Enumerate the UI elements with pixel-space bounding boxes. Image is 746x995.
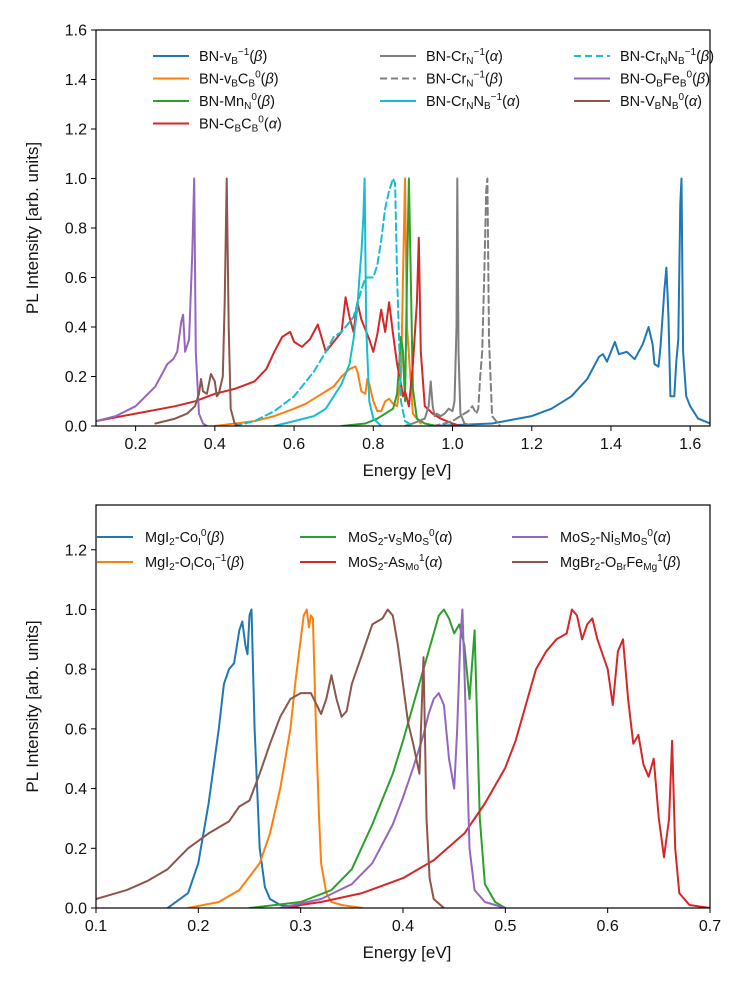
series-line-3 xyxy=(279,608,710,908)
x-tick-label: 0.7 xyxy=(699,918,721,935)
legend: MgI2-CoI0(β) MgI2-OICoI−1(β) MoS2-vSMoS0(α… xyxy=(97,528,681,573)
legend-item: MoS2-vSMoS0(α) xyxy=(300,528,453,548)
legend-label: BN-VBNB0(α) xyxy=(620,92,702,112)
legend-label: MgI2-OICoI−1(β) xyxy=(145,553,244,573)
y-tick-label: 0.8 xyxy=(65,221,87,238)
x-tick-label: 0.2 xyxy=(124,436,146,453)
legend-label: BN-CBCB0(α) xyxy=(199,115,282,135)
x-tick-label: 1.0 xyxy=(441,436,463,453)
legend-label: BN-OBFeB0(β) xyxy=(620,70,710,90)
legend-item: MoS2-AsMo1(α) xyxy=(300,553,443,573)
legend-item: MgI2-CoI0(β) xyxy=(97,528,224,548)
legend-item: BN-CBCB0(α) xyxy=(153,115,282,135)
x-tick-label: 0.6 xyxy=(283,436,305,453)
y-tick-label: 0.2 xyxy=(65,841,87,858)
y-tick-label: 0.8 xyxy=(65,662,87,679)
legend-item: BN-CrNNB−1(β) xyxy=(574,47,714,67)
legend-item: BN-OBFeB0(β) xyxy=(574,70,710,90)
series-line-4 xyxy=(279,608,507,908)
y-tick-label: 0.2 xyxy=(65,369,87,386)
y-tick-label: 1.0 xyxy=(65,602,87,619)
legend: BN-vB−1(β) BN-vBCB0(β)BN-MnN0(β) BN-CBCB0(… xyxy=(153,47,714,135)
legend-item: BN-vB−1(β) xyxy=(153,47,267,67)
legend-label: MoS2-vSMoS0(α) xyxy=(348,528,453,548)
series-line-2 xyxy=(248,608,507,908)
y-tick-label: 1.6 xyxy=(65,23,87,40)
chart-panel-top: 0.2 0.4 0.6 0.8 1.0 1.2 1.4 1.6 0.0 0.2 0.4 0.6 0.8 1… xyxy=(23,23,714,481)
legend-item: BN-CrN−1(α) xyxy=(380,47,503,67)
legend-item: BN-CrNNB−1(α) xyxy=(380,92,520,112)
x-axis-label: Energy [eV] xyxy=(363,461,452,480)
series-line-0 xyxy=(431,177,710,426)
series-line-0 xyxy=(166,608,302,908)
legend-label: BN-CrN−1(β) xyxy=(426,70,503,90)
x-tick-label: 0.1 xyxy=(85,918,107,935)
series-line-1 xyxy=(187,608,364,908)
y-tick-label: 1.2 xyxy=(65,122,87,139)
series-line-9 xyxy=(154,177,240,426)
y-axis-label: PL Intensity [arb. units] xyxy=(23,142,42,314)
x-tick-label: 0.3 xyxy=(290,918,312,935)
x-tick-label: 1.2 xyxy=(521,436,543,453)
legend-label: BN-MnN0(β) xyxy=(199,92,275,112)
y-axis-label: PL Intensity [arb. units] xyxy=(23,620,42,792)
legend-item: BN-CrN−1(β) xyxy=(380,70,503,90)
x-tick-label: 0.5 xyxy=(494,918,516,935)
legend-item: BN-vBCB0(β) xyxy=(153,70,279,90)
legend-label: BN-CrNNB−1(β) xyxy=(620,47,714,67)
legend-label: BN-CrN−1(α) xyxy=(426,47,503,67)
legend-label: MgI2-CoI0(β) xyxy=(145,528,224,548)
series-line-8 xyxy=(96,177,208,426)
series-group xyxy=(96,608,710,908)
y-tick-label: 1.2 xyxy=(65,542,87,559)
x-tick-label: 0.4 xyxy=(204,436,226,453)
series-line-4 xyxy=(404,177,474,426)
y-tick-label: 0.6 xyxy=(65,270,87,287)
x-tick-label: 1.4 xyxy=(600,436,622,453)
y-tick-label: 1.4 xyxy=(65,72,87,89)
y-tick-label: 0.0 xyxy=(65,901,87,918)
legend-item: BN-MnN0(β) xyxy=(153,92,275,112)
series-line-5 xyxy=(96,608,445,908)
legend-label: BN-vBCB0(β) xyxy=(199,70,279,90)
y-tick-label: 0.6 xyxy=(65,721,87,738)
series-line-7 xyxy=(233,177,414,426)
chart-panel-bottom: 0.1 0.2 0.3 0.4 0.5 0.6 0.7 0.0 0.2 0.4 0.6 0.8 1.0 1… xyxy=(23,504,721,962)
x-tick-label: 0.2 xyxy=(187,918,209,935)
series-line-3 xyxy=(96,236,462,426)
legend-item: BN-VBNB0(α) xyxy=(574,92,702,112)
y-tick-label: 0.0 xyxy=(65,419,87,436)
legend-item: MoS2-NiSMoS0(α) xyxy=(512,528,671,548)
legend-label: BN-CrNNB−1(α) xyxy=(426,92,520,112)
legend-label: MoS2-AsMo1(α) xyxy=(348,553,443,573)
legend-label: MgBr2-OBrFeMg1(β) xyxy=(560,553,681,573)
y-tick-label: 1.0 xyxy=(65,171,87,188)
y-tick-label: 0.4 xyxy=(65,781,87,798)
series-line-5 xyxy=(431,177,502,426)
x-axis-label: Energy [eV] xyxy=(363,943,452,962)
legend-label: MoS2-NiSMoS0(α) xyxy=(560,528,671,548)
x-tick-label: 0.4 xyxy=(392,918,414,935)
series-group xyxy=(96,177,710,426)
y-tick-label: 0.4 xyxy=(65,320,87,337)
legend-item: MgBr2-OBrFeMg1(β) xyxy=(512,553,681,573)
legend-item: MgI2-OICoI−1(β) xyxy=(97,553,244,573)
legend-label: BN-vB−1(β) xyxy=(199,47,267,67)
x-tick-label: 0.6 xyxy=(597,918,619,935)
x-tick-label: 0.8 xyxy=(362,436,384,453)
x-tick-label: 1.6 xyxy=(679,436,701,453)
